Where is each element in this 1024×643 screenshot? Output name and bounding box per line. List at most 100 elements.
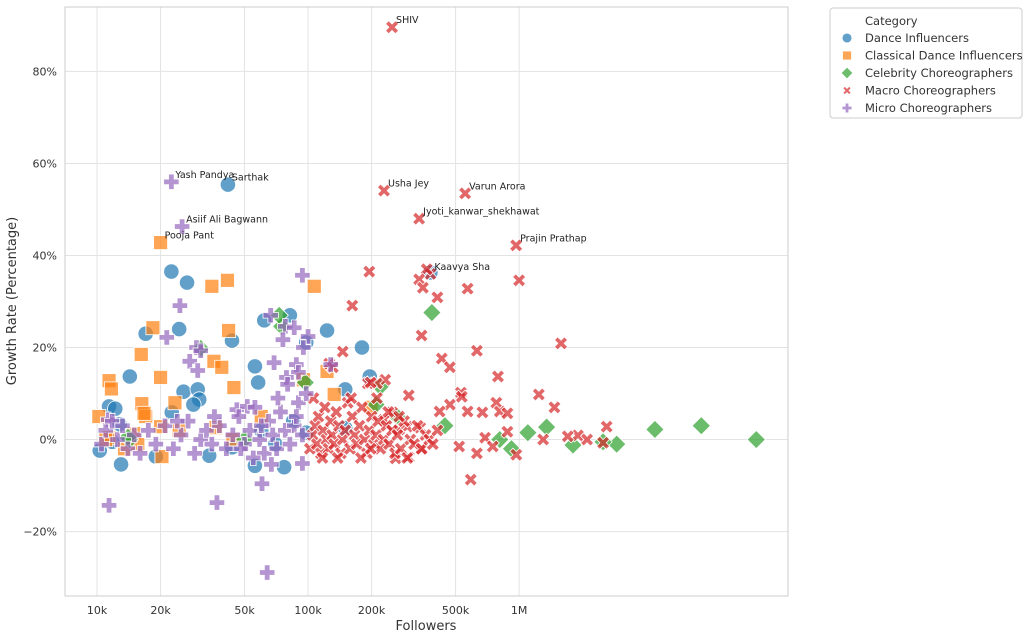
data-point: [353, 339, 371, 356]
y-tick-label: −20%: [23, 526, 57, 539]
data-point: [401, 388, 416, 403]
data-point: [253, 417, 270, 434]
legend-label: Dance Influencers: [865, 31, 969, 45]
legend-marker-diamond-icon: [840, 66, 854, 80]
data-point: [220, 272, 235, 288]
data-point: [172, 426, 190, 444]
data-point: [263, 456, 280, 473]
point-annotation: Sarthak: [232, 173, 269, 184]
data-point: [165, 440, 182, 457]
data-point: [353, 450, 369, 466]
point-annotation: Prajin Prathap: [520, 233, 587, 244]
point-annotation: Asiif Ali Bagwann: [186, 214, 268, 225]
data-point: [281, 436, 298, 453]
data-point: [189, 362, 206, 379]
data-point: [246, 399, 264, 416]
data-point: [169, 413, 186, 430]
x-tick-label: 50k: [234, 604, 255, 617]
point-annotation: Varun Arora: [469, 181, 525, 192]
data-point: [171, 321, 188, 338]
data-point: [509, 447, 524, 462]
data-points: [91, 20, 766, 581]
data-point: [178, 274, 196, 291]
tick-labels: 10k 20k 50k 100k 200k 500k 1M −20% 0% 20% 40% 60% 80…: [23, 65, 527, 617]
data-point: [354, 400, 370, 415]
data-point: [547, 400, 562, 415]
data-point: [295, 339, 312, 356]
data-point: [104, 381, 119, 397]
legend-label: Micro Choreographers: [865, 101, 992, 115]
data-point: [147, 436, 164, 453]
data-point: [121, 368, 138, 385]
data-point: [299, 328, 317, 345]
data-point: [381, 404, 396, 420]
data-point: [475, 405, 490, 420]
data-point: [345, 298, 360, 313]
data-point: [186, 445, 203, 462]
data-point: [269, 390, 287, 407]
data-point: [208, 494, 226, 511]
data-point: [265, 354, 283, 371]
data-point: [362, 264, 377, 279]
x-tick-label: 20k: [150, 604, 171, 617]
data-point: [206, 408, 223, 425]
data-point: [294, 426, 311, 444]
data-point: [93, 436, 110, 453]
data-point: [158, 329, 175, 346]
data-point: [531, 387, 546, 402]
data-point: [290, 394, 307, 411]
data-point: [352, 418, 367, 433]
data-point: [338, 423, 353, 438]
legend-item: Celebrity Choreographers: [840, 66, 1013, 80]
data-point: [369, 391, 385, 406]
data-point: [153, 370, 168, 385]
legend-label: Celebrity Choreographers: [865, 66, 1013, 80]
data-point: [174, 218, 191, 235]
data-point: [112, 456, 130, 473]
data-point: [485, 439, 500, 454]
data-point: [221, 323, 236, 338]
data-point: [268, 440, 285, 457]
data-point: [318, 322, 336, 339]
x-tick-label: 10k: [87, 604, 108, 617]
data-point: [218, 440, 235, 457]
data-point: [442, 360, 458, 375]
series-macro-choreographers: [302, 20, 614, 487]
data-point: [563, 435, 583, 455]
legend-item: Dance Influencers: [841, 31, 969, 45]
data-point: [335, 344, 350, 359]
data-point: [294, 267, 311, 284]
data-point: [432, 404, 447, 419]
point-annotation: SHIV: [396, 15, 419, 26]
plot-frame: [64, 6, 789, 597]
data-point: [322, 356, 339, 373]
data-point: [363, 441, 378, 456]
grid: [65, 7, 788, 596]
data-point: [253, 475, 271, 492]
point-annotation: Kaavya Sha: [434, 262, 490, 273]
data-point: [509, 238, 524, 253]
legend-item: Classical Dance Influencers: [842, 49, 1023, 63]
data-point: [185, 396, 202, 413]
data-point: [376, 183, 392, 198]
data-point: [415, 280, 430, 295]
annotations: SHIV Usha Jey Varun Arora Jyoti_kanwar_shek…: [165, 15, 587, 273]
data-point: [599, 419, 614, 434]
data-point: [256, 445, 273, 462]
data-point: [454, 389, 469, 404]
data-point: [288, 408, 305, 425]
data-point: [412, 211, 427, 226]
y-tick-label: 40%: [33, 249, 57, 262]
data-point: [460, 281, 475, 296]
legend-marker-plus-icon: [841, 102, 853, 114]
data-point: [309, 437, 324, 452]
data-point: [100, 497, 118, 514]
x-tick-label: 1M: [511, 604, 528, 617]
x-tick-label: 500k: [442, 604, 470, 617]
data-point: [363, 375, 378, 390]
data-point: [489, 395, 504, 410]
data-point: [458, 186, 473, 201]
legend-marker-square-icon: [842, 50, 852, 61]
point-annotation: Pooja Pant: [165, 231, 215, 242]
y-tick-label: 60%: [33, 157, 57, 170]
